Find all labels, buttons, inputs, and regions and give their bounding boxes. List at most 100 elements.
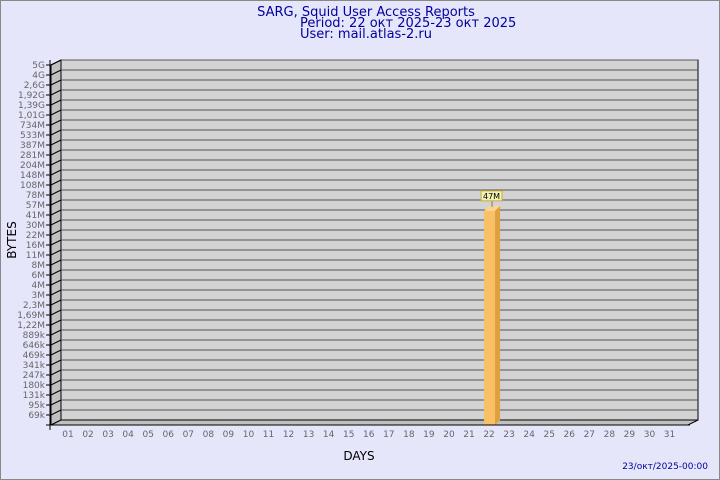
y-axis-label: BYTES xyxy=(5,221,19,258)
side-gridline xyxy=(50,399,62,406)
x-tick-label: 28 xyxy=(604,430,616,440)
y-tick-label: 148M xyxy=(20,171,45,181)
side-gridline xyxy=(50,229,62,236)
y-tick-label: 30M xyxy=(26,221,45,231)
side-gridline xyxy=(50,329,62,336)
chart-title: SARG, Squid User Access Reports xyxy=(257,5,475,20)
y-tick-label: 16M xyxy=(26,241,45,251)
side-gridline xyxy=(50,169,62,176)
side-gridline xyxy=(50,249,62,256)
side-gridline xyxy=(50,189,62,196)
side-gridline xyxy=(50,109,62,116)
y-tick-label: 95k xyxy=(28,401,45,411)
side-gridline xyxy=(50,89,62,96)
bar-label-box xyxy=(480,190,503,202)
x-tick-label: 31 xyxy=(664,430,675,440)
bar-data-label: 47M xyxy=(483,192,500,201)
x-tick-label: 05 xyxy=(142,430,153,440)
y-tick-label: 78M xyxy=(26,191,45,201)
y-tick-label: 646k xyxy=(23,341,46,351)
x-tick-label: 14 xyxy=(323,430,335,440)
side-gridline xyxy=(50,319,62,326)
x-tick-label: 23 xyxy=(503,430,514,440)
y-tick-label: 180k xyxy=(23,381,46,391)
side-gridline xyxy=(50,309,62,316)
x-tick-label: 11 xyxy=(263,430,274,440)
y-tick-label: 204M xyxy=(20,161,45,171)
y-tick-label: 4M xyxy=(32,281,46,291)
x-tick-label: 06 xyxy=(163,430,175,440)
side-gridline xyxy=(50,349,62,356)
side-gridline xyxy=(50,59,62,66)
y-tick-label: 1,69M xyxy=(17,311,45,321)
y-tick-label: 3M xyxy=(32,291,46,301)
side-gridline xyxy=(50,219,62,226)
x-tick-label: 27 xyxy=(584,430,595,440)
side-gridline xyxy=(50,289,62,296)
side-gridline xyxy=(50,359,62,366)
x-axis-label: DAYS xyxy=(343,449,374,463)
x-tick-label: 10 xyxy=(243,430,255,440)
y-tick-label: 131k xyxy=(23,391,46,401)
x-tick-label: 20 xyxy=(443,430,455,440)
y-tick-label: 734M xyxy=(20,121,45,131)
side-gridline xyxy=(50,379,62,386)
side-gridline xyxy=(50,159,62,166)
side-gridline xyxy=(50,179,62,186)
x-tick-label: 30 xyxy=(644,430,656,440)
side-gridline xyxy=(50,339,62,346)
y-tick-label: 108M xyxy=(20,181,45,191)
side-gridline xyxy=(50,259,62,266)
x-tick-label: 02 xyxy=(82,430,93,440)
y-tick-label: 69k xyxy=(28,411,45,421)
side-gridline xyxy=(50,279,62,286)
x-tick-label: 12 xyxy=(283,430,294,440)
chart-user: User: mail.atlas-2.ru xyxy=(300,27,432,42)
y-tick-label: 247k xyxy=(23,371,46,381)
side-gridline xyxy=(50,389,62,396)
side-gridline xyxy=(50,99,62,106)
generated-date: 23/окт/2025-00:00 xyxy=(622,462,708,472)
y-tick-label: 57M xyxy=(26,201,45,211)
y-tick-label: 2,3M xyxy=(23,301,45,311)
y-tick-label: 8M xyxy=(32,261,46,271)
side-gridline xyxy=(50,119,62,126)
side-gridline xyxy=(50,139,62,146)
x-tick-label: 13 xyxy=(303,430,314,440)
x-tick-label: 19 xyxy=(423,430,435,440)
x-tick-label: 07 xyxy=(183,430,194,440)
chart-period: Period: 22 окт 2025-23 окт 2025 xyxy=(300,16,516,31)
x-tick-label: 22 xyxy=(483,430,494,440)
bar-top xyxy=(484,205,501,211)
x-tick-label: 08 xyxy=(203,430,215,440)
y-tick-label: 341k xyxy=(23,361,46,371)
side-gridline xyxy=(50,409,62,416)
y-tick-label: 533M xyxy=(20,131,45,141)
y-tick-label: 281M xyxy=(20,151,45,161)
y-tick-label: 6M xyxy=(32,271,46,281)
y-tick-label: 2,6G xyxy=(24,81,45,91)
x-tick-label: 03 xyxy=(102,430,113,440)
y-tick-label: 22M xyxy=(26,231,45,241)
y-tick-label: 1,22M xyxy=(17,321,45,331)
side-gridline xyxy=(50,369,62,376)
x-tick-label: 18 xyxy=(403,430,415,440)
y-tick-label: 387M xyxy=(20,141,45,151)
x-tick-label: 09 xyxy=(223,430,235,440)
x-tick-label: 26 xyxy=(564,430,576,440)
side-gridline xyxy=(50,269,62,276)
side-gridline xyxy=(50,239,62,246)
y-tick-label: 469k xyxy=(23,351,46,361)
x-tick-label: 21 xyxy=(463,430,474,440)
bar-day-22 xyxy=(484,210,496,425)
x-tick-label: 04 xyxy=(122,430,134,440)
x-tick-label: 16 xyxy=(363,430,375,440)
x-tick-label: 24 xyxy=(523,430,535,440)
y-tick-label: 889k xyxy=(23,331,46,341)
y-tick-label: 4G xyxy=(32,71,45,81)
side-gridline xyxy=(50,199,62,206)
y-tick-label: 1,39G xyxy=(18,101,45,111)
x-tick-label: 25 xyxy=(543,430,554,440)
x-tick-label: 01 xyxy=(62,430,73,440)
